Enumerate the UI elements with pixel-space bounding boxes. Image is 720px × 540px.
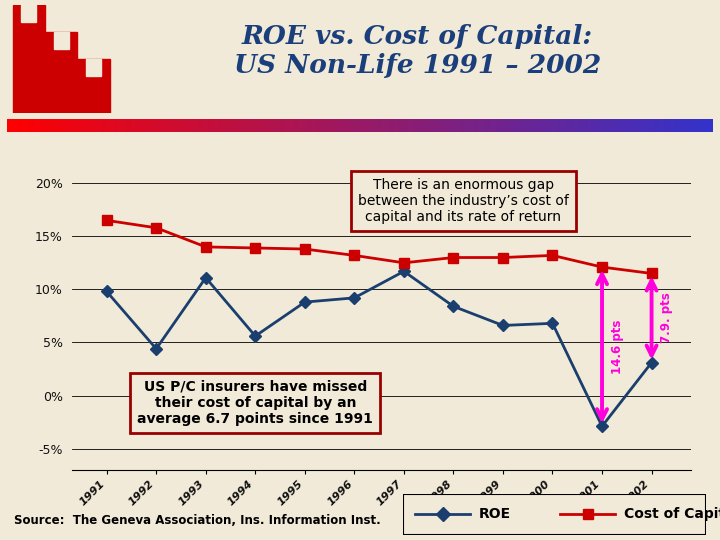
Bar xyxy=(78,59,110,113)
Text: 7.9. pts: 7.9. pts xyxy=(660,293,673,343)
Bar xyxy=(22,5,37,22)
Text: Cost of Capital: Cost of Capital xyxy=(624,508,720,521)
Bar xyxy=(53,32,68,49)
Text: Source:  The Geneva Association, Ins. Information Inst.: Source: The Geneva Association, Ins. Inf… xyxy=(14,514,381,526)
Text: ROE: ROE xyxy=(479,508,511,521)
Bar xyxy=(45,32,78,113)
Text: 14.6 pts: 14.6 pts xyxy=(611,320,624,374)
Text: ROE vs. Cost of Capital:
US Non-Life 1991 – 2002: ROE vs. Cost of Capital: US Non-Life 199… xyxy=(234,24,601,78)
Bar xyxy=(86,59,101,76)
Bar xyxy=(13,5,45,113)
Text: There is an enormous gap
between the industry’s cost of
capital and its rate of : There is an enormous gap between the ind… xyxy=(358,178,569,224)
Text: US P/C insurers have missed
their cost of capital by an
average 6.7 points since: US P/C insurers have missed their cost o… xyxy=(138,380,373,426)
